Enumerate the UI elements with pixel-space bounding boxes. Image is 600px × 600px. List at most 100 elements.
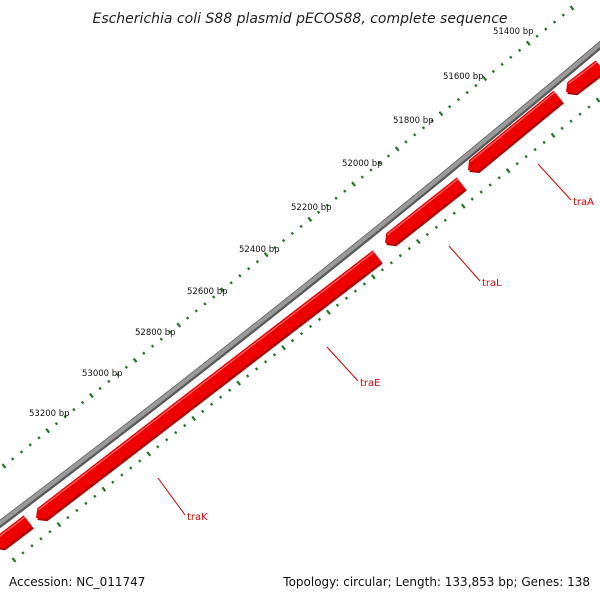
outer-tick-9 [80,400,85,405]
inner-tick-61 [560,126,564,131]
outer-tick-42 [369,168,373,172]
inner-tick-14 [138,459,142,463]
inner-tick-2 [30,544,34,548]
inner-tick-17 [165,437,169,442]
inner-tick-24 [227,388,232,392]
inner-tick-58 [533,147,537,152]
inner-tick-45 [415,238,421,245]
inner-tick-53 [488,183,492,187]
topology-summary: Topology: circular; Length: 133,853 bp; … [282,575,590,589]
inner-tick-62 [569,119,573,123]
outer-tick-48 [421,126,426,130]
outer-tick-50 [438,111,444,117]
outer-tick-15 [132,357,138,363]
inner-tick-15 [146,451,152,457]
outer-tick-56 [491,69,496,74]
map-title: Escherichia coli S88 plasmid pECOS88, co… [92,11,507,27]
outer-tick-13 [115,372,120,377]
outer-tick-51 [447,104,452,109]
outer-tick-63 [552,20,557,24]
inner-tick-63 [578,112,582,116]
inner-tick-46 [425,232,429,237]
outer-tick-52 [456,97,461,102]
inner-tick-39 [362,282,367,286]
outer-tick-24 [212,295,216,299]
outer-tick-45 [394,146,400,152]
scale-label-51400: 51400 bp [493,27,534,37]
outer-tick-46 [404,140,408,144]
outer-tick-36 [316,210,321,215]
outer-tick-44 [386,154,391,158]
inner-tick-59 [542,140,546,145]
inner-tick-33 [308,324,313,329]
outer-tick-14 [124,365,129,370]
inner-tick-7 [75,508,79,513]
outer-tick-65 [569,5,575,11]
inner-tick-5 [56,521,62,528]
inner-tick-31 [290,338,295,343]
outer-tick-0 [1,463,7,469]
inner-tick-49 [452,211,456,215]
gene-arrows [0,60,600,551]
scale-label-53200: 53200 bp [29,409,70,419]
outer-tick-59 [517,48,522,52]
inner-tick-65 [595,97,600,103]
inner-tick-55 [505,168,511,174]
inner-tick-4 [48,529,52,534]
scale-label-51600: 51600 bp [443,72,484,82]
gene-label-traK: traK [187,512,208,523]
inner-tick-30 [281,345,286,351]
outer-tick-18 [159,337,163,341]
inner-tick-12 [120,473,124,477]
scale-label-52400: 52400 bp [239,245,280,255]
outer-tick-30 [263,252,269,258]
accession-text: Accession: NC_011747 [9,575,145,589]
inner-tick-20 [191,415,197,422]
outer-tick-12 [107,379,111,384]
outer-scale-ticks [1,5,575,469]
inner-tick-1 [21,551,25,555]
outer-tick-38 [334,196,338,200]
plasmid-backbone [0,40,600,529]
outer-tick-60 [525,40,531,46]
outer-tick-35 [307,216,313,222]
inner-tick-8 [84,501,88,506]
inner-tick-6 [66,515,70,520]
gene-arrow-3 [36,250,382,520]
inner-tick-13 [129,466,133,470]
gene-arrow-0 [566,60,600,94]
outer-tick-8 [72,407,76,412]
outer-tick-54 [474,83,478,88]
leader-line-2 [326,346,359,382]
inner-tick-44 [407,246,411,251]
outer-tick-39 [343,189,347,193]
outer-tick-64 [561,13,565,17]
gene-arrow-highlight-3 [38,251,375,511]
inner-tick-43 [398,253,403,258]
inner-tick-42 [389,261,394,265]
gene-arrow-highlight-1 [469,91,556,163]
inner-tick-29 [272,353,277,357]
inner-tick-34 [317,317,322,322]
inner-tick-56 [515,161,519,166]
outer-tick-26 [229,281,233,285]
gene-arrow-highlight-4 [0,516,26,537]
outer-tick-43 [378,161,382,165]
outer-tick-11 [98,386,102,391]
outer-tick-22 [194,309,198,313]
outer-tick-53 [465,90,469,95]
inner-tick-26 [245,374,250,378]
outer-tick-19 [168,330,172,334]
scale-label-52000: 52000 bp [342,159,383,169]
outer-tick-23 [203,302,207,306]
inner-tick-51 [470,197,474,201]
inner-tick-60 [550,132,556,139]
inner-tick-57 [524,154,528,159]
inner-tick-35 [326,309,331,315]
gene-arrow-4 [0,515,33,549]
outer-tick-10 [88,392,94,399]
inner-tick-41 [380,268,385,272]
inner-tick-18 [174,430,178,435]
inner-tick-28 [263,360,268,364]
inner-tick-3 [39,537,43,541]
